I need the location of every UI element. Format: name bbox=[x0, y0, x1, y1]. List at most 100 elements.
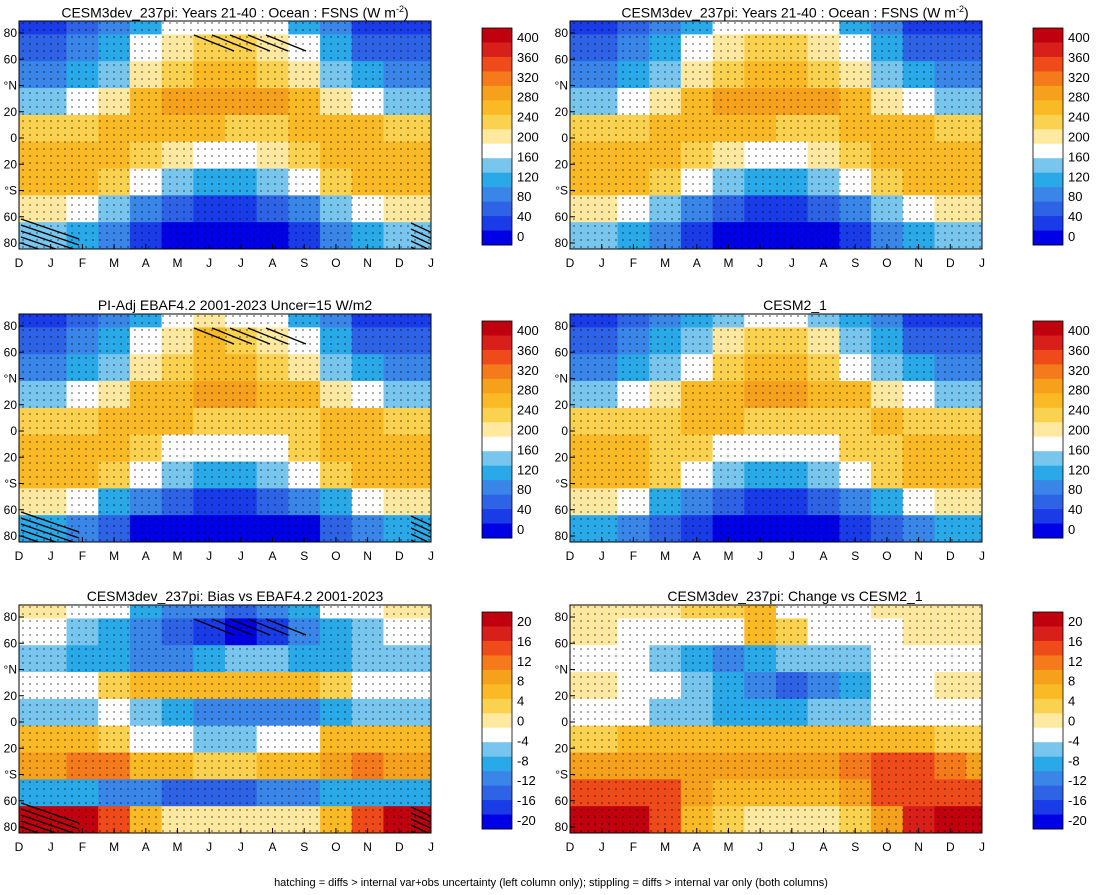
colorbar-swatch bbox=[482, 129, 512, 145]
x-tick-label: J bbox=[206, 549, 212, 563]
colorbar-swatch bbox=[1033, 335, 1063, 351]
x-tick-label: F bbox=[630, 840, 637, 854]
colorbar-label: 280 bbox=[517, 90, 539, 105]
colorbar-label: 240 bbox=[517, 110, 539, 125]
y-tick-label: 80 bbox=[4, 26, 18, 40]
colorbar-swatch bbox=[482, 335, 512, 351]
colorbar-swatch bbox=[482, 28, 512, 43]
colorbar-swatch bbox=[1033, 114, 1063, 130]
x-tick-label: J bbox=[599, 256, 605, 270]
panel-title: CESM3dev_237pi: Change vs CESM2_1 bbox=[555, 588, 1035, 604]
panel-title-text: PI-Adj EBAF4.2 2001-2023 Uncer=15 W/m2 bbox=[97, 297, 373, 313]
y-tick-label: °S bbox=[4, 768, 17, 782]
footer-note: hatching = diffs > internal var+obs unce… bbox=[274, 877, 828, 889]
y-tick-label: 60 bbox=[4, 636, 18, 650]
x-tick-label: N bbox=[363, 549, 372, 563]
cesm2-panel: D J F M A M J J A S O N D J8060°N20020°S6080400360320… bbox=[555, 313, 1090, 563]
y-tick-label: 80 bbox=[555, 26, 569, 40]
x-tick-label: J bbox=[599, 549, 605, 563]
colorbar-swatch bbox=[482, 100, 512, 116]
plot-frame bbox=[569, 20, 983, 250]
y-tick-label: 60 bbox=[4, 503, 18, 517]
x-tick-label: J bbox=[979, 549, 985, 563]
x-tick-label: M bbox=[109, 840, 119, 854]
y-tick-label: 60 bbox=[4, 345, 18, 359]
colorbar-swatch bbox=[1033, 523, 1063, 539]
x-tick-label: M bbox=[723, 549, 733, 563]
x-tick-label: A bbox=[820, 840, 828, 854]
bias-panel: D J F M A M J J A S O N D J 80 60 °N 20 0 20 °S 60 80 20 16 12 8 4 0… bbox=[4, 604, 536, 854]
panel-title-text: CESM3dev_237pi: Bias vs EBAF4.2 2001-202… bbox=[86, 588, 384, 604]
panel-title-text: CESM3dev_237pi: Change vs CESM2_1 bbox=[667, 588, 923, 604]
colorbar-label: 80 bbox=[517, 482, 531, 497]
colorbar-label: 0 bbox=[1068, 229, 1075, 244]
colorbar-swatch bbox=[482, 216, 512, 232]
heatmap-field bbox=[19, 605, 431, 833]
colorbar-swatch bbox=[1033, 669, 1063, 685]
colorbar-label: 120 bbox=[1068, 462, 1090, 477]
heatmap-field bbox=[570, 605, 982, 833]
colorbar-swatch bbox=[1033, 785, 1063, 801]
colorbar-label: 360 bbox=[1068, 343, 1090, 358]
x-tick-label: D bbox=[395, 549, 404, 563]
x-tick-label: M bbox=[109, 256, 119, 270]
colorbar-label: -16 bbox=[517, 793, 536, 808]
colorbar-label: -12 bbox=[517, 773, 536, 788]
x-tick-label: D bbox=[566, 840, 575, 854]
colorbar-label: 4 bbox=[1068, 694, 1075, 709]
colorbar-swatch bbox=[1033, 187, 1063, 203]
x-tick-label: O bbox=[331, 840, 340, 854]
colorbar-swatch bbox=[482, 172, 512, 188]
colorbar-swatch bbox=[482, 640, 512, 656]
y-tick-label: 0 bbox=[561, 424, 568, 438]
plot-frame bbox=[18, 20, 432, 250]
x-tick-label: O bbox=[882, 549, 891, 563]
y-tick-label: 60 bbox=[555, 345, 569, 359]
colorbar-label: 160 bbox=[1068, 149, 1090, 164]
colorbar-swatch bbox=[1033, 349, 1063, 365]
stippling-overlay bbox=[19, 21, 431, 249]
fsns-model-panel: D J F M A M J J A S O N D J8060°N20020°S6080400360320… bbox=[4, 20, 539, 270]
panel-title-text: CESM2_1 bbox=[763, 297, 827, 313]
panel-title-superscript: -2 bbox=[395, 4, 404, 14]
colorbar-label: 200 bbox=[517, 130, 539, 145]
y-tick-label: 80 bbox=[4, 319, 18, 333]
y-tick-label: °S bbox=[555, 768, 568, 782]
colorbar-swatch bbox=[1033, 28, 1063, 43]
x-tick-label: M bbox=[660, 549, 670, 563]
y-tick-label: 60 bbox=[555, 636, 569, 650]
colorbar-swatch bbox=[482, 800, 512, 816]
x-tick-label: S bbox=[300, 549, 308, 563]
colorbar-swatch bbox=[1033, 698, 1063, 714]
x-tick-label: N bbox=[914, 840, 923, 854]
x-tick-label: A bbox=[269, 840, 277, 854]
colorbar-label: 8 bbox=[1068, 674, 1075, 689]
x-tick-label: D bbox=[946, 840, 955, 854]
colorbar-label: -4 bbox=[517, 733, 529, 748]
x-tick-label: O bbox=[331, 549, 340, 563]
colorbar-frame bbox=[1032, 320, 1064, 539]
colorbar-label: 0 bbox=[517, 522, 524, 537]
y-tick-label: °N bbox=[555, 79, 568, 93]
y-tick-label: °N bbox=[555, 663, 568, 677]
colorbar-label: 400 bbox=[1068, 323, 1090, 338]
colorbar-label: 400 bbox=[517, 323, 539, 338]
y-tick-label: 80 bbox=[555, 529, 569, 543]
colorbar-swatch bbox=[1033, 201, 1063, 217]
colorbar-swatch bbox=[482, 407, 512, 423]
x-tick-label: N bbox=[914, 549, 923, 563]
colorbar-label: 40 bbox=[517, 502, 531, 517]
colorbar-swatch bbox=[482, 85, 512, 101]
colorbar-swatch bbox=[1033, 451, 1063, 467]
y-tick-label: 0 bbox=[561, 715, 568, 729]
x-tick-label: D bbox=[15, 256, 24, 270]
x-tick-label: A bbox=[142, 256, 150, 270]
colorbar-label: -16 bbox=[1068, 793, 1087, 808]
colorbar-frame bbox=[1032, 27, 1064, 246]
y-tick-label: 0 bbox=[10, 715, 17, 729]
colorbar-swatch bbox=[1033, 655, 1063, 671]
colorbar-swatch bbox=[482, 230, 512, 246]
x-tick-label: A bbox=[820, 256, 828, 270]
colorbar-label: 160 bbox=[1068, 442, 1090, 457]
colorbar-swatch bbox=[482, 143, 512, 159]
